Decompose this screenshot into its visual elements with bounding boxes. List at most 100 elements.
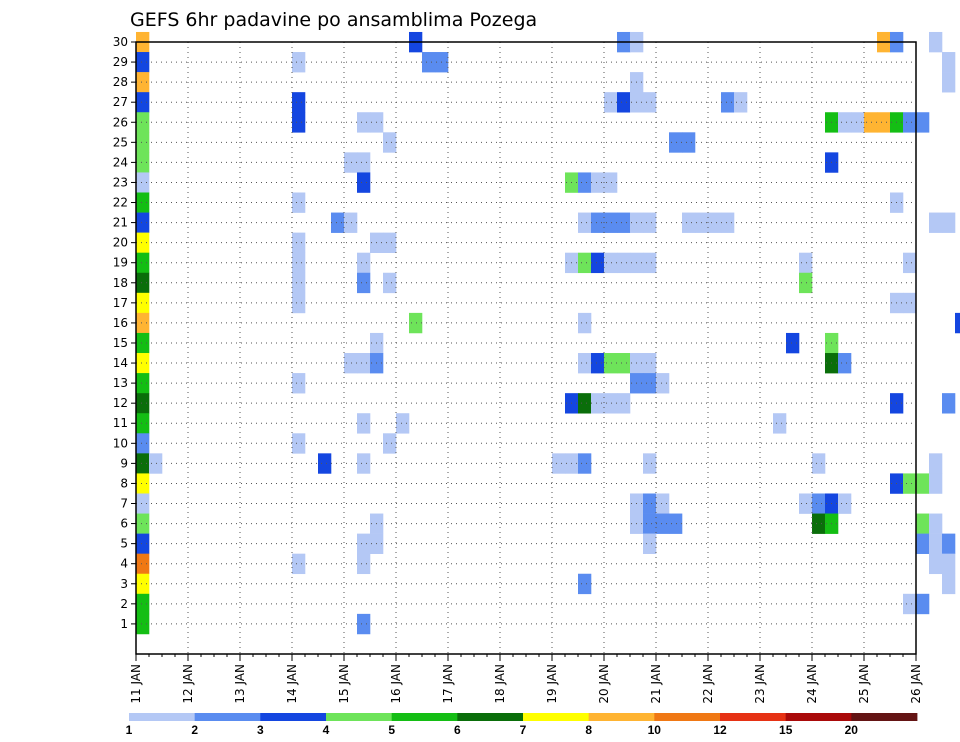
heatmap-cell <box>578 212 592 233</box>
heatmap-cell <box>643 533 657 554</box>
heatmap-cell <box>136 593 150 615</box>
heatmap-cell <box>617 353 631 374</box>
heatmap-cell <box>942 533 956 554</box>
heatmap-cell <box>396 413 410 434</box>
heatmap-cell <box>812 493 826 514</box>
heatmap-cell <box>643 353 657 374</box>
heatmap-cell <box>929 473 943 494</box>
heatmap-cell <box>721 92 735 113</box>
heatmap-cell <box>578 172 592 193</box>
colorbar-segment <box>720 713 787 721</box>
colorbar-label: 8 <box>585 723 592 737</box>
heatmap-cell <box>773 413 787 434</box>
heatmap-cell <box>136 92 150 113</box>
heatmap-cell <box>682 212 696 233</box>
x-tick-label: 25 JAN <box>857 664 871 704</box>
heatmap-cell <box>604 252 618 274</box>
heatmap-cell <box>604 212 618 233</box>
heatmap-cell <box>734 92 748 113</box>
heatmap-cell <box>682 132 696 153</box>
heatmap-cell <box>578 353 592 374</box>
x-axis: 11 JAN 12 JAN 13 JAN 14 JAN 15 JAN 16 JAN 17 J… <box>129 654 923 704</box>
x-tick-label: 23 JAN <box>753 664 767 704</box>
heatmap-cell <box>292 92 306 113</box>
y-tick-label: 22 <box>113 196 128 210</box>
y-tick-label: 1 <box>120 617 128 631</box>
heatmap-cell <box>136 192 150 213</box>
heatmap-cell <box>318 453 332 474</box>
heatmap-cell <box>903 112 917 133</box>
heatmap-cell <box>721 212 735 233</box>
chart-title: GEFS 6hr padavine po ansamblima Pozega <box>130 9 537 31</box>
heatmap-cell <box>578 312 592 334</box>
heatmap-cell <box>929 212 943 233</box>
heatmap-cell <box>383 272 397 294</box>
colorbar-label: 10 <box>648 723 662 737</box>
heatmap-cell <box>708 212 722 233</box>
y-tick-label: 6 <box>120 517 128 531</box>
y-tick-label: 30 <box>113 35 128 49</box>
heatmap-cell <box>812 513 826 534</box>
y-tick-label: 14 <box>113 356 128 370</box>
heatmap-cell <box>383 232 397 253</box>
y-tick-label: 18 <box>113 276 128 290</box>
y-tick-label: 12 <box>113 396 128 410</box>
heatmap-cell <box>617 252 631 274</box>
y-tick-label: 17 <box>113 296 128 310</box>
heatmap-cell <box>136 453 150 474</box>
y-tick-label: 23 <box>113 175 128 189</box>
colorbar-segment <box>391 713 458 721</box>
heatmap-cell <box>799 252 813 274</box>
heatmap-cell <box>604 172 618 193</box>
x-tick-label: 16 JAN <box>389 664 403 704</box>
y-tick-label: 24 <box>113 155 128 169</box>
heatmap-cell <box>136 353 150 374</box>
heatmap-cell <box>643 453 657 474</box>
heatmap-cell <box>864 112 878 133</box>
colorbar-label: 5 <box>388 723 395 737</box>
heatmap-cell <box>292 553 306 575</box>
heatmap-cell <box>292 192 306 213</box>
heatmap-cell <box>591 393 605 414</box>
heatmap-cell <box>799 272 813 294</box>
heatmap-cell <box>136 272 150 294</box>
heatmap-cell <box>344 212 358 233</box>
heatmap-cell <box>136 393 150 414</box>
colorbar-segment <box>654 713 721 721</box>
y-tick-label: 4 <box>120 557 128 571</box>
heatmap-cell <box>136 332 150 354</box>
heatmap-cell <box>136 212 150 233</box>
heatmap-cell <box>136 172 150 193</box>
colorbar-label: 3 <box>257 723 264 737</box>
colorbar-segment <box>785 713 852 721</box>
x-tick-label: 17 JAN <box>441 664 455 704</box>
colorbar-segment <box>588 713 655 721</box>
x-tick-label: 19 JAN <box>545 664 559 704</box>
heatmap-cell <box>643 493 657 514</box>
y-axis: 1234567891011121314151617181920212223242… <box>113 35 136 631</box>
heatmap-cell <box>136 473 150 494</box>
heatmap-cell <box>929 553 943 575</box>
y-tick-label: 13 <box>113 376 128 390</box>
x-tick-label: 15 JAN <box>337 664 351 704</box>
colorbar-label: 20 <box>845 723 859 737</box>
colorbar-label: 1 <box>126 723 133 737</box>
heatmap-cell <box>344 353 358 374</box>
y-tick-label: 27 <box>113 95 128 109</box>
colorbar-segment <box>326 713 393 721</box>
colorbar-label: 6 <box>454 723 461 737</box>
heatmap-cell <box>617 393 631 414</box>
heatmap-cell <box>877 112 891 133</box>
y-tick-label: 21 <box>113 216 128 230</box>
y-tick-label: 8 <box>120 476 128 490</box>
colorbar-label: 15 <box>779 723 793 737</box>
y-tick-label: 2 <box>120 597 128 611</box>
heatmap-cell <box>383 433 397 454</box>
heatmap-cell <box>357 413 371 434</box>
heatmap-cell <box>942 72 956 93</box>
colorbar-segment <box>194 713 261 721</box>
y-tick-label: 15 <box>113 336 128 350</box>
heatmap-cell <box>955 312 960 334</box>
colorbar-segment <box>260 713 327 721</box>
x-tick-label: 14 JAN <box>285 664 299 704</box>
